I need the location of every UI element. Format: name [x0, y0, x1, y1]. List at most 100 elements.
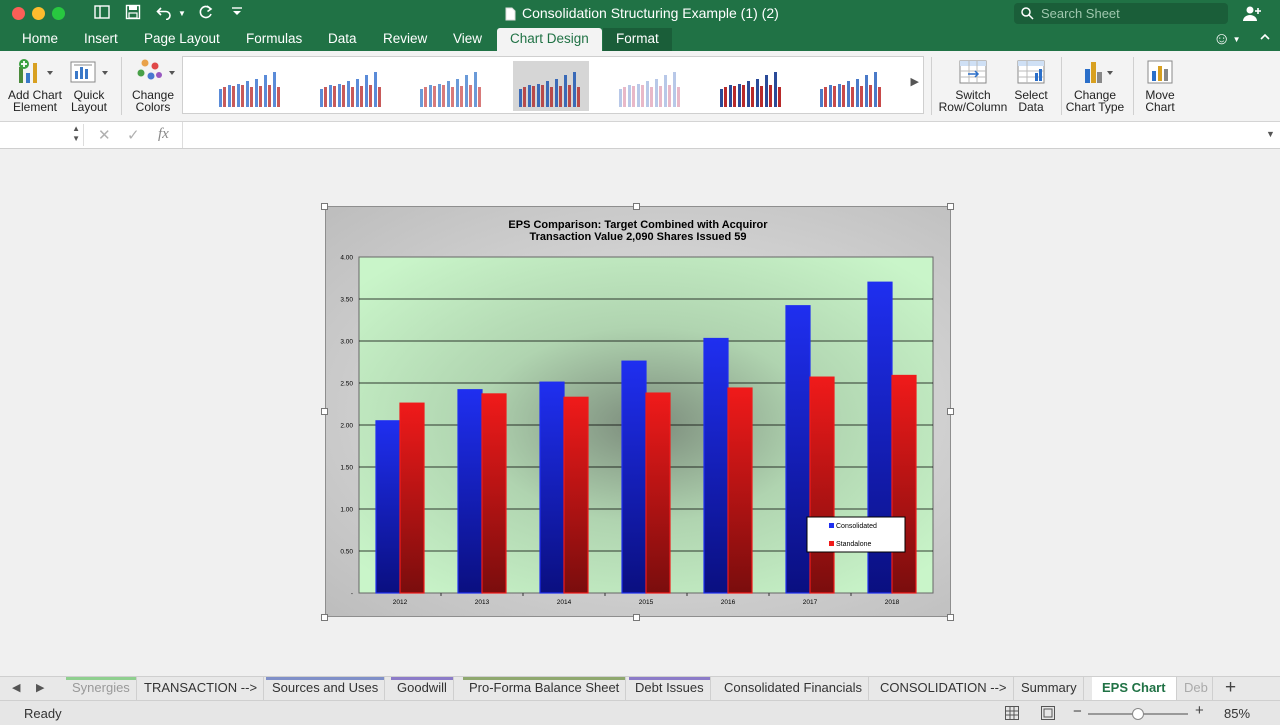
style-preview-bar [277, 87, 280, 107]
zoom-out-button[interactable]: − [1073, 703, 1082, 720]
sheet-tab-debt[interactable]: Deb [1178, 677, 1214, 700]
tab-data[interactable]: Data [328, 31, 357, 46]
tab-insert[interactable]: Insert [84, 31, 118, 46]
sheet-tab-consolidated-financials[interactable]: Consolidated Financials [718, 677, 870, 700]
chart-style-3[interactable] [414, 61, 490, 111]
select-data-label-1: Select [1014, 88, 1048, 102]
change-colors-button[interactable]: Change Colors [128, 55, 178, 113]
quick-layout-label-2: Layout [70, 100, 108, 114]
tab-color-strip [463, 677, 626, 680]
expand-formula-icon[interactable]: ▼ [1266, 129, 1275, 139]
enter-icon[interactable]: ✓ [127, 127, 140, 144]
status-text: Ready [24, 706, 62, 721]
style-preview-bar [738, 84, 741, 107]
chart-style-2-preview [320, 72, 381, 107]
style-preview-bar [664, 75, 667, 107]
chart-style-1[interactable] [213, 61, 289, 111]
quick-layout-button[interactable]: Quick Layout [66, 55, 112, 113]
add-sheet-icon[interactable]: + [1212, 677, 1248, 700]
zoom-in-button[interactable]: + [1195, 702, 1204, 719]
sheet-tab-label: CONSOLIDATION --> [880, 680, 1007, 695]
scroll-tabs-right-icon[interactable]: ▶ [36, 682, 45, 694]
customize-toolbar-icon[interactable] [231, 4, 243, 26]
move-chart-button[interactable]: Move Chart [1140, 55, 1180, 113]
tab-format[interactable]: Format [603, 28, 672, 51]
sheet-tab-sources-and-uses[interactable]: Sources and Uses [266, 677, 386, 700]
bar-standalone [399, 402, 425, 594]
style-preview-bar [360, 86, 363, 107]
save-icon[interactable] [125, 4, 141, 26]
gallery-next-icon[interactable]: ▶ [910, 76, 919, 88]
redo-icon[interactable] [198, 4, 214, 26]
sheet-tab-debt-issues[interactable]: Debt Issues [629, 677, 711, 700]
style-preview-bar [874, 72, 877, 107]
tab-page-layout[interactable]: Page Layout [144, 31, 220, 46]
formula-input[interactable] [182, 122, 1262, 148]
resize-handle[interactable] [321, 614, 328, 621]
style-preview-bar [619, 89, 622, 107]
tab-review[interactable]: Review [383, 31, 428, 46]
chart-object[interactable]: EPS Comparison: Target Combined with Acq… [325, 206, 951, 617]
formula-bar: ▲ ▼ ✕ ✓ fx ▼ [0, 122, 1280, 149]
close-window-button[interactable] [12, 7, 25, 20]
resize-handle[interactable] [947, 408, 954, 415]
share-icon[interactable] [1242, 5, 1262, 26]
style-preview-bar [255, 79, 258, 107]
sheet-tab-synergies[interactable]: Synergies [66, 677, 137, 700]
sheet-tab-transaction[interactable]: TRANSACTION --> [138, 677, 265, 700]
sheet-tab-consolidation[interactable]: CONSOLIDATION --> [874, 677, 1014, 700]
search-input[interactable]: Search Sheet [1014, 3, 1228, 24]
y-tick-label: 2.50 [340, 381, 353, 388]
undo-icon[interactable] [156, 4, 174, 26]
sheet-tab-eps-chart[interactable]: EPS Chart [1092, 677, 1177, 700]
name-box[interactable]: ▲ ▼ [2, 124, 84, 146]
resize-handle[interactable] [947, 614, 954, 621]
style-preview-bar [769, 85, 772, 107]
zoom-window-button[interactable] [52, 7, 65, 20]
feedback-smiley-icon[interactable]: ☺ ▼ [1213, 29, 1241, 48]
y-tick-label: 1.00 [340, 507, 353, 514]
select-data-button[interactable]: Select Data [1010, 55, 1052, 113]
style-preview-bar [264, 75, 267, 107]
add-chart-element-button[interactable]: Add Chart Element [6, 55, 64, 113]
page-layout-view-icon[interactable] [1041, 706, 1055, 723]
sheet-tab-goodwill[interactable]: Goodwill [391, 677, 454, 700]
zoom-slider-knob[interactable] [1132, 708, 1144, 720]
change-chart-type-button[interactable]: Change Chart Type [1064, 55, 1126, 113]
name-box-stepper-icon[interactable]: ▲ ▼ [72, 124, 80, 143]
tab-chart-design[interactable]: Chart Design [497, 28, 602, 51]
sidebar-toggle-icon[interactable] [94, 4, 110, 26]
chart-style-4[interactable] [513, 61, 589, 111]
sheet-tab-pro-forma-balance-sheet[interactable]: Pro-Forma Balance Sheet [463, 677, 627, 700]
tab-home[interactable]: Home [22, 31, 59, 46]
chart-style-5[interactable] [613, 61, 689, 111]
cancel-icon[interactable]: ✕ [98, 127, 111, 144]
minimize-window-button[interactable] [32, 7, 45, 20]
sheet-tab-label: Deb [1184, 680, 1208, 695]
chart-style-2[interactable] [314, 61, 390, 111]
chart-style-6[interactable] [714, 61, 790, 111]
resize-handle[interactable] [633, 614, 640, 621]
resize-handle[interactable] [633, 203, 640, 210]
y-tick-label: 2.00 [340, 423, 353, 430]
chart-style-1-preview [219, 72, 280, 107]
style-preview-bar [460, 86, 463, 107]
switch-row-column-button[interactable]: Switch Row/Column [938, 55, 1008, 113]
scroll-tabs-left-icon[interactable]: ◀ [12, 682, 21, 694]
normal-view-icon[interactable] [1005, 706, 1019, 723]
zoom-slider[interactable] [1088, 708, 1188, 720]
undo-dropdown-icon[interactable]: ▼ [178, 9, 186, 18]
tab-view[interactable]: View [453, 31, 483, 46]
tab-formulas[interactable]: Formulas [246, 31, 303, 46]
collapse-ribbon-icon[interactable] [1259, 31, 1271, 46]
style-preview-bar [865, 75, 868, 107]
style-preview-bar [724, 87, 727, 107]
chart-style-7[interactable] [814, 61, 890, 111]
resize-handle[interactable] [321, 408, 328, 415]
resize-handle[interactable] [321, 203, 328, 210]
style-preview-bar [637, 84, 640, 107]
resize-handle[interactable] [947, 203, 954, 210]
function-icon[interactable]: fx [158, 126, 169, 142]
style-preview-bar [241, 85, 244, 107]
sheet-tab-summary[interactable]: Summary [1015, 677, 1084, 700]
